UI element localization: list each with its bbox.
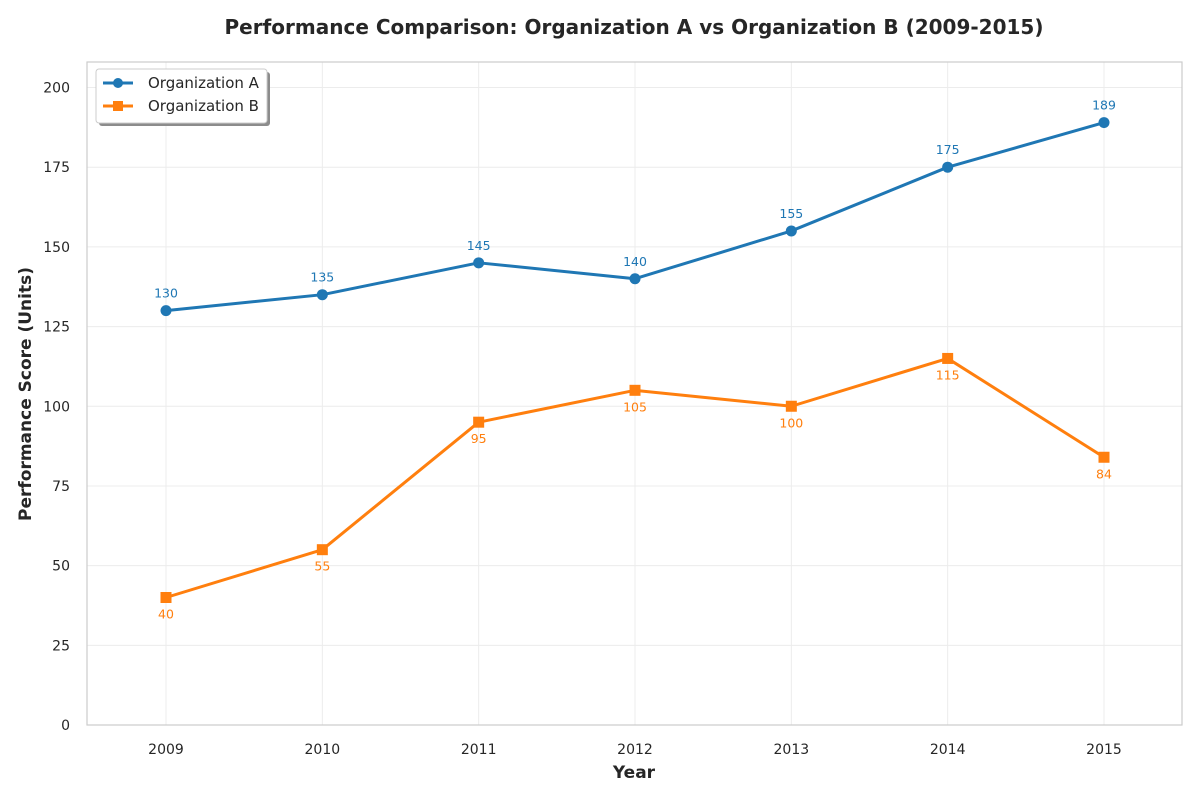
legend-label-organization-a: Organization A: [148, 74, 260, 92]
data-point-organization-b-2015: [1098, 451, 1110, 463]
series-layer: 130 135 145 140 155 175 189 40 55 95 105 100 115 84: [154, 98, 1116, 622]
chart-title: Performance Comparison: Organization A v…: [225, 15, 1044, 39]
data-point-organization-a-2013: [785, 225, 797, 237]
x-axis-label: Year: [612, 763, 656, 783]
data-label-organization-b-2011: 95: [471, 431, 487, 446]
legend-marker-organization-a: [113, 78, 123, 88]
data-point-organization-b-2009: [160, 592, 172, 603]
data-label-organization-a-2009: 130: [154, 286, 178, 301]
data-point-organization-b-2012: [629, 384, 641, 396]
data-label-organization-a-2014: 175: [936, 142, 960, 157]
data-label-organization-a-2011: 145: [467, 238, 491, 253]
y-tick-label-200: 200: [43, 81, 70, 97]
series-organization-a: 130 135 145 140 155 175 189: [154, 98, 1116, 317]
data-point-organization-a-2015: [1098, 117, 1110, 129]
y-tick-label-75: 75: [52, 479, 70, 495]
data-label-organization-b-2013: 100: [779, 415, 803, 430]
legend: Organization A Organization B: [95, 68, 270, 126]
data-label-organization-b-2015: 84: [1096, 466, 1112, 481]
data-point-organization-a-2014: [942, 161, 954, 173]
x-tick-label-2009: 2009: [148, 742, 184, 758]
x-tick-label-2010: 2010: [305, 742, 341, 758]
data-label-organization-a-2010: 135: [310, 270, 334, 285]
x-tick-label-2015: 2015: [1086, 742, 1122, 758]
data-point-organization-a-2009: [160, 305, 172, 317]
data-point-organization-a-2012: [629, 273, 641, 285]
data-label-organization-b-2012: 105: [623, 399, 647, 414]
plot-area-frame: [86, 61, 1183, 726]
legend-marker-organization-b: [113, 101, 123, 111]
y-tick-label-175: 175: [43, 160, 70, 176]
y-tick-label-125: 125: [43, 320, 70, 336]
y-tick-label-150: 150: [43, 240, 70, 256]
x-tick-label-2011: 2011: [461, 742, 497, 758]
data-point-organization-b-2013: [785, 400, 797, 412]
y-tick-label-0: 0: [61, 718, 70, 734]
data-label-organization-b-2009: 40: [158, 607, 174, 622]
data-label-organization-b-2014: 115: [936, 367, 960, 382]
x-tick-label-2013: 2013: [774, 742, 810, 758]
x-tick-label-2012: 2012: [617, 742, 653, 758]
data-label-organization-a-2013: 155: [779, 206, 803, 221]
data-point-organization-b-2014: [942, 352, 954, 364]
data-label-organization-a-2012: 140: [623, 254, 647, 269]
data-point-organization-a-2011: [473, 257, 485, 269]
legend-box: [95, 68, 268, 124]
data-point-organization-a-2010: [316, 289, 328, 301]
data-point-organization-b-2010: [316, 544, 328, 556]
series-organization-b: 40 55 95 105 100 115 84: [158, 352, 1112, 622]
y-tick-label-50: 50: [52, 559, 70, 575]
y-axis-label: Performance Score (Units): [16, 267, 36, 521]
x-tick-label-2014: 2014: [930, 742, 966, 758]
data-label-organization-a-2015: 189: [1092, 98, 1116, 113]
axis-ticks: 0 25 50 75 100 125 150 175 200 2009 2010 2011 2012 20…: [43, 81, 1122, 759]
y-tick-label-25: 25: [52, 638, 70, 654]
data-point-organization-b-2011: [473, 416, 485, 428]
data-label-organization-b-2010: 55: [314, 559, 330, 574]
y-tick-label-100: 100: [43, 399, 70, 415]
legend-label-organization-b: Organization B: [148, 97, 259, 115]
